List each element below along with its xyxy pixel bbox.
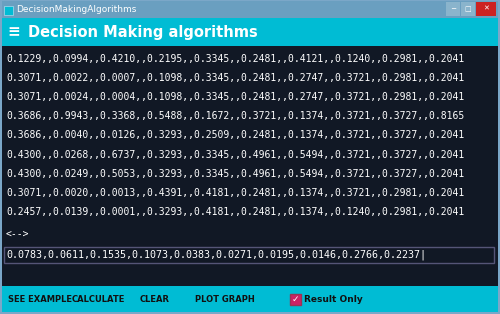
Text: Decision Making algorithms: Decision Making algorithms xyxy=(28,24,258,40)
FancyBboxPatch shape xyxy=(2,286,498,312)
Text: CALCULATE: CALCULATE xyxy=(72,295,126,304)
Text: 0.0783,0.0611,0.1535,0.1073,0.0383,0.0271,0.0195,0.0146,0.2766,0.2237|: 0.0783,0.0611,0.1535,0.1073,0.0383,0.027… xyxy=(6,250,426,260)
Text: 0.4300,,0.0268,,0.6737,,0.3293,,0.3345,,0.4961,,0.5494,,0.3721,,0.3727,,0.2041: 0.4300,,0.0268,,0.6737,,0.3293,,0.3345,,… xyxy=(6,149,464,160)
Text: 0.3071,,0.0020,,0.0013,,0.4391,,0.4181,,0.2481,,0.1374,,0.3721,,0.2981,,0.2041: 0.3071,,0.0020,,0.0013,,0.4391,,0.4181,,… xyxy=(6,188,464,198)
Text: CLEAR: CLEAR xyxy=(140,295,170,304)
FancyBboxPatch shape xyxy=(2,1,498,18)
Text: DecisionMakingAlgorithms: DecisionMakingAlgorithms xyxy=(16,4,136,14)
FancyBboxPatch shape xyxy=(290,294,301,305)
FancyBboxPatch shape xyxy=(4,247,494,263)
Text: ─: ─ xyxy=(451,6,455,12)
Text: 0.1229,,0.0994,,0.4210,,0.2195,,0.3345,,0.2481,,0.4121,,0.1240,,0.2981,,0.2041: 0.1229,,0.0994,,0.4210,,0.2195,,0.3345,,… xyxy=(6,54,464,64)
Text: ✕: ✕ xyxy=(483,6,489,12)
Text: ✓: ✓ xyxy=(292,295,299,304)
Text: ≡: ≡ xyxy=(8,24,20,40)
Text: 0.3071,,0.0022,,0.0007,,0.1098,,0.3345,,0.2481,,0.2747,,0.3721,,0.2981,,0.2041: 0.3071,,0.0022,,0.0007,,0.1098,,0.3345,,… xyxy=(6,73,464,83)
FancyBboxPatch shape xyxy=(2,18,498,46)
Text: Result Only: Result Only xyxy=(304,295,363,304)
Text: <-->: <--> xyxy=(6,230,30,240)
Text: 0.3686,,0.0040,,0.0126,,0.3293,,0.2509,,0.2481,,0.1374,,0.3721,,0.3727,,0.2041: 0.3686,,0.0040,,0.0126,,0.3293,,0.2509,,… xyxy=(6,130,464,140)
Text: □: □ xyxy=(464,6,471,12)
FancyBboxPatch shape xyxy=(2,46,498,286)
FancyBboxPatch shape xyxy=(461,2,475,16)
Text: 0.2457,,0.0139,,0.0001,,0.3293,,0.4181,,0.2481,,0.1374,,0.1240,,0.2981,,0.2041: 0.2457,,0.0139,,0.0001,,0.3293,,0.4181,,… xyxy=(6,207,464,217)
FancyBboxPatch shape xyxy=(446,2,460,16)
FancyBboxPatch shape xyxy=(476,2,496,16)
Text: SEE EXAMPLE: SEE EXAMPLE xyxy=(8,295,72,304)
Text: PLOT GRAPH: PLOT GRAPH xyxy=(195,295,255,304)
Text: 0.3686,,0.9943,,0.3368,,0.5488,,0.1672,,0.3721,,0.1374,,0.3721,,0.3727,,0.8165: 0.3686,,0.9943,,0.3368,,0.5488,,0.1672,,… xyxy=(6,111,464,121)
FancyBboxPatch shape xyxy=(4,6,13,15)
Text: 0.4300,,0.0249,,0.5053,,0.3293,,0.3345,,0.4961,,0.5494,,0.3721,,0.3727,,0.2041: 0.4300,,0.0249,,0.5053,,0.3293,,0.3345,,… xyxy=(6,169,464,179)
Text: 0.3071,,0.0024,,0.0004,,0.1098,,0.3345,,0.2481,,0.2747,,0.3721,,0.2981,,0.2041: 0.3071,,0.0024,,0.0004,,0.1098,,0.3345,,… xyxy=(6,92,464,102)
